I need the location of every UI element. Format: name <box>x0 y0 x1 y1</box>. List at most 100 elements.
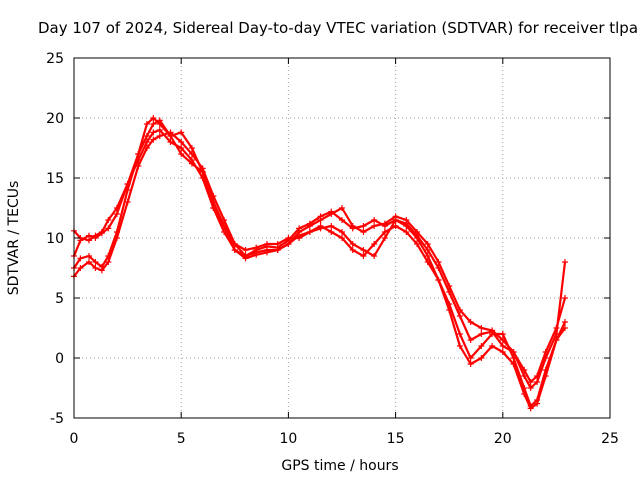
data-point <box>424 241 431 247</box>
data-point <box>527 405 534 412</box>
data-point <box>478 331 485 337</box>
data-point <box>92 265 99 271</box>
data-point <box>328 223 335 229</box>
data-point <box>150 115 157 121</box>
data-point <box>561 295 568 301</box>
data-point <box>77 265 84 271</box>
data-point <box>156 133 163 139</box>
data-point <box>392 217 399 223</box>
data-point <box>521 391 528 397</box>
data-point <box>105 259 112 265</box>
data-point <box>263 243 270 250</box>
data-point <box>199 175 206 181</box>
x-tick-label: 15 <box>387 431 405 447</box>
data-point <box>231 247 238 253</box>
data-point <box>98 267 105 274</box>
data-point <box>167 139 174 145</box>
data-point <box>317 213 324 220</box>
data-point <box>124 181 131 187</box>
data-point <box>92 259 99 265</box>
data-point <box>360 253 367 259</box>
data-point <box>210 205 217 211</box>
data-point <box>435 277 442 283</box>
data-point <box>113 205 120 211</box>
data-series-track-3 <box>71 129 568 412</box>
data-point <box>156 127 163 133</box>
y-tick-label: 10 <box>46 231 64 247</box>
data-point <box>499 349 506 355</box>
data-point <box>86 259 93 265</box>
series-line <box>73 116 566 408</box>
data-point <box>199 165 206 172</box>
data-point <box>424 253 431 259</box>
data-point <box>306 229 313 235</box>
data-point <box>360 223 367 229</box>
data-point <box>527 385 534 391</box>
data-point <box>285 237 292 244</box>
data-point <box>561 259 568 265</box>
data-point <box>105 217 112 223</box>
y-tick-label: 25 <box>46 51 64 67</box>
data-point <box>424 259 431 265</box>
data-point <box>534 379 541 385</box>
data-series-track-2 <box>71 115 568 409</box>
data-point <box>143 139 150 145</box>
data-point <box>467 319 474 325</box>
data-point <box>178 139 185 145</box>
data-point <box>178 145 185 151</box>
data-point <box>435 259 442 265</box>
data-point <box>150 136 157 143</box>
data-point <box>188 157 195 163</box>
data-point <box>306 220 313 227</box>
data-point <box>435 265 442 271</box>
x-tick-label: 25 <box>601 431 619 447</box>
data-point <box>188 145 195 151</box>
data-point <box>231 241 238 247</box>
data-point <box>478 355 485 361</box>
data-point <box>86 253 93 259</box>
data-point <box>143 121 150 127</box>
data-point <box>98 229 105 235</box>
data-point <box>510 349 517 355</box>
data-point <box>542 355 549 361</box>
data-point <box>478 325 485 331</box>
data-point <box>188 151 195 157</box>
data-point <box>113 211 120 217</box>
data-point <box>478 343 485 349</box>
data-point <box>403 220 410 227</box>
data-point <box>339 235 345 241</box>
axis-ticks: 0 5 10 15 20 25 -5 0 5 10 15 20 25 <box>46 51 619 447</box>
data-point <box>92 232 99 239</box>
data-point <box>349 225 356 232</box>
data-point <box>178 129 185 136</box>
data-point <box>467 361 474 367</box>
data-point <box>242 247 249 253</box>
x-tick-label: 10 <box>279 431 297 447</box>
data-point <box>221 229 228 235</box>
data-point <box>456 313 463 319</box>
data-point <box>156 121 163 127</box>
data-point <box>381 235 388 241</box>
data-point <box>77 255 84 262</box>
x-axis-label: GPS time / hours <box>281 458 398 474</box>
data-point <box>542 373 549 379</box>
data-point <box>467 355 474 361</box>
data-point <box>150 121 157 127</box>
data-point <box>143 133 150 139</box>
data-point <box>210 193 217 199</box>
data-point <box>521 373 528 379</box>
data-point <box>339 229 345 235</box>
data-point <box>135 157 142 163</box>
data-point <box>489 343 496 349</box>
data-point <box>489 328 496 335</box>
data-point <box>499 331 506 337</box>
data-point <box>381 229 388 235</box>
data-point <box>339 205 345 211</box>
data-point <box>328 208 335 215</box>
data-point <box>414 232 421 239</box>
data-point <box>371 241 378 247</box>
data-point <box>403 229 410 235</box>
data-point <box>296 225 303 232</box>
data-point <box>105 225 112 232</box>
data-point <box>86 237 93 244</box>
